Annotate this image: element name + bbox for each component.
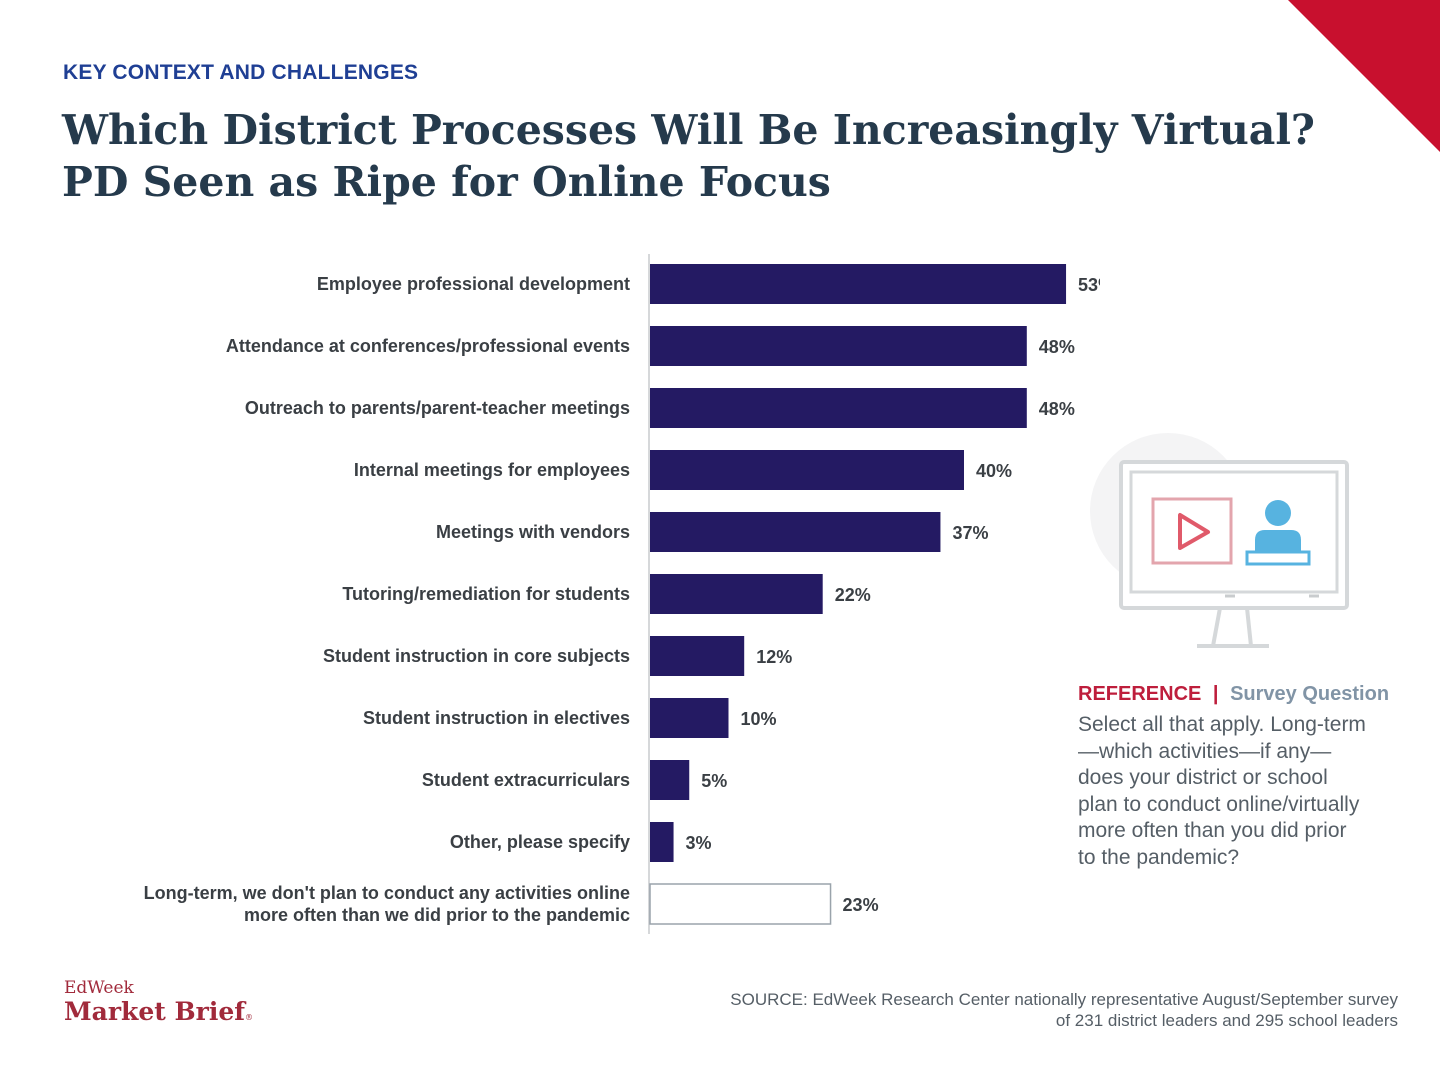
bar-5 — [650, 574, 823, 614]
category-label-5: Tutoring/remediation for students — [342, 584, 630, 604]
bar-2 — [650, 388, 1027, 428]
category-label-0: Employee professional development — [317, 274, 630, 294]
section-kicker: KEY CONTEXT AND CHALLENGES — [63, 61, 419, 84]
category-label-9: Other, please specify — [450, 832, 630, 852]
value-label-9: 3% — [686, 833, 712, 853]
reference-box: REFERENCE | Survey Question Select all t… — [1078, 683, 1398, 871]
source-line-1: SOURCE: EdWeek Research Center nationall… — [730, 990, 1398, 1009]
value-label-8: 5% — [701, 771, 727, 791]
category-label-8: Student extracurriculars — [422, 770, 630, 790]
value-label-7: 10% — [741, 709, 777, 729]
monitor-video-person-icon — [1090, 433, 1349, 648]
category-label-4: Meetings with vendors — [436, 522, 630, 542]
survey-question-text: Select all that apply. Long-term—which a… — [1078, 713, 1366, 869]
value-label-1: 48% — [1039, 337, 1075, 357]
category-label-2: Outreach to parents/parent-teacher meeti… — [245, 398, 630, 418]
value-label-4: 37% — [952, 523, 988, 543]
value-label-3: 40% — [976, 461, 1012, 481]
bar-6 — [650, 636, 745, 676]
category-label-6: Student instruction in core subjects — [323, 646, 630, 666]
corner-triangle-decoration — [1288, 0, 1440, 152]
bar-7 — [650, 698, 729, 738]
survey-question-label: Survey Question — [1230, 683, 1390, 705]
logo-edweek: EdWeek — [64, 978, 134, 998]
bar-8 — [650, 760, 690, 800]
bar-10 — [649, 883, 832, 925]
edweek-logo: EdWeek Market Brief® — [64, 978, 253, 1032]
reference-heading: REFERENCE | Survey Question — [1078, 683, 1398, 706]
bar-chart: 53% Employee professional development 48% A… — [144, 254, 1100, 934]
category-label-7: Student instruction in electives — [363, 708, 630, 728]
reference-label: REFERENCE — [1078, 683, 1202, 705]
logo-registered-mark: ® — [244, 1013, 253, 1022]
category-label-10-line-0: Long-term, we don't plan to conduct any … — [144, 883, 630, 903]
logo-market-brief-text: Market Brief — [64, 997, 245, 1026]
title-line-1: Which District Processes Will Be Increas… — [62, 106, 1315, 154]
bar-1 — [650, 326, 1027, 366]
value-label-2: 48% — [1039, 399, 1075, 419]
bar-0 — [650, 264, 1067, 304]
title-line-2: PD Seen as Ripe for Online Focus — [62, 158, 831, 206]
reference-separator: | — [1212, 683, 1219, 705]
page-title: Which District Processes Will Be Increas… — [62, 104, 1362, 208]
category-label-10-line-1: more often than we did prior to the pand… — [244, 905, 630, 925]
value-label-0: 53% — [1078, 275, 1100, 295]
category-label-1: Attendance at conferences/professional e… — [226, 336, 630, 356]
category-label-3: Internal meetings for employees — [354, 460, 630, 480]
value-label-6: 12% — [756, 647, 792, 667]
bar-4 — [650, 512, 941, 552]
bar-9 — [650, 822, 674, 862]
source-note: SOURCE: EdWeek Research Center nationall… — [598, 989, 1398, 1031]
bar-3 — [650, 450, 964, 490]
value-label-10: 23% — [843, 895, 879, 915]
value-label-5: 22% — [835, 585, 871, 605]
logo-market-brief: Market Brief® — [64, 998, 253, 1032]
source-line-2: of 231 district leaders and 295 school l… — [1055, 1011, 1398, 1030]
